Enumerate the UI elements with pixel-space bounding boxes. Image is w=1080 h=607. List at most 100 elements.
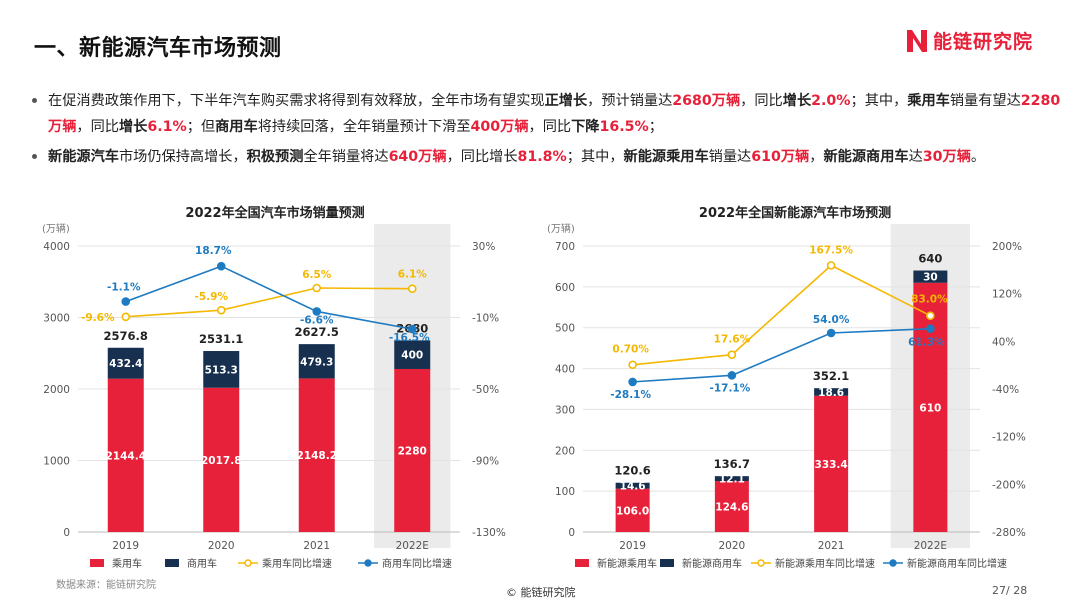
bullet-text: 在促消费政策作用下，下半年汽车购买需求将得到有效释放，全年市场有望实现 [48,93,545,109]
x-tick-label: 2021 [303,540,330,552]
bar-value-label: 400 [401,350,423,362]
y2-tick-label: -200% [992,479,1026,491]
legend-marker [889,559,897,567]
highlight-value: 2680万辆 [672,93,741,109]
y-tick-label: 2000 [43,384,70,396]
bar-total-label: 352.1 [813,369,849,383]
bar-value-label: 2144.4 [105,450,146,462]
legend-label: 新能源商用车同比增速 [907,557,1007,570]
bullet-text: ，预计销量达 [587,93,673,109]
growth-label: -16.5% [389,332,430,344]
growth-label: 17.6% [714,334,751,346]
legend-label: 新能源商用车 [682,557,742,570]
bar-segment-passenger [814,395,849,532]
highlight-value: 2280万辆 [48,93,1061,135]
data-source: 数据来源：能链研究院 [56,580,156,591]
chart-nev-market: 2022年全国新能源汽车市场预测 (万辆) 0 100 200 300 400 500 600… [535,198,1055,573]
bullet-text: ； [648,119,663,135]
chart-svg: (万辆) 0 1000 2000 3000 4000 -130% -90% -50% -10% 30… [42,222,506,570]
legend-swatch [575,559,589,567]
growth-point [628,377,637,387]
x-tick-label: 2020 [719,540,746,552]
growth-label: -28.1% [610,389,651,401]
legend-swatch [90,559,104,567]
y2-tick-label: -40% [992,384,1019,396]
bar-value-label: 2280 [398,445,427,457]
y-tick-label: 700 [555,241,575,253]
bar-segment-passenger [107,378,144,532]
y-axis-unit-label: (万辆) [547,222,575,235]
growth-point [826,328,836,338]
y-tick-label: 600 [555,282,575,294]
emphasis-text: 新能源商用车 [823,149,909,165]
x-tick-label: 2019 [619,540,646,552]
highlight-value: 640万辆 [388,149,447,165]
y2-tick-label: 200% [992,241,1022,253]
bullet-text: 将持续回落，全年销量预计下滑至 [257,119,471,135]
legend-marker [757,559,765,567]
highlight-value: 2.0% [811,93,851,109]
bar-value-label: 30 [923,272,938,284]
growth-point [826,261,836,270]
logo-icon [907,30,927,52]
growth-point [727,371,737,380]
growth-point [312,307,322,316]
emphasis-text: 下降 [571,119,600,135]
bar-value-label: 2017.8 [201,455,242,467]
logo-text: 能链研究院 [933,30,1034,53]
bar-value-label: 610 [919,402,941,414]
highlight-value: 400万辆 [470,119,529,135]
y-tick-label: 0 [63,527,70,539]
emphasis-text: 正增长 [544,93,588,109]
y-tick-label: 400 [555,364,575,376]
bar-segment-passenger [913,282,948,532]
bullet-text: ；其中， [566,149,624,165]
growth-label: 6.1% [398,269,428,281]
x-tick-label: 2021 [818,540,845,552]
growth-point [628,360,637,370]
bar-segment-passenger [394,368,431,532]
growth-point [407,324,417,334]
y2-tick-label: -10% [472,313,499,325]
y-axis-unit-label: (万辆) [42,222,70,235]
bar-segment-commercial [298,344,335,379]
bar-total-label: 120.6 [614,464,650,478]
y2-tick-label: -120% [992,432,1026,444]
bar-value-label: 432.4 [109,358,142,370]
y-tick-label: 500 [555,323,575,335]
bullet-text: ；其中， [850,93,908,109]
legend-swatch [660,559,674,567]
emphasis-text: 商用车 [215,119,258,135]
chart-title: 2022年全国汽车市场销量预测 [185,206,365,221]
legend-label: 商用车 [187,557,217,570]
y-tick-label: 1000 [43,456,70,468]
legend-label: 新能源乘用车同比增速 [775,557,875,570]
growth-point [727,350,737,359]
highlight-value: 30万辆 [922,149,971,165]
bullet-text: ，同比增长 [446,149,518,165]
growth-label: 61.3% [908,337,945,349]
y2-tick-label: 30% [472,241,495,253]
brand-logo: 能链研究院 [904,25,1033,55]
bullet-item-2: 新能源汽车市场仍保持高增长，积极预测全年销量将达640万辆，同比增长81.8%；… [32,144,1062,170]
bar-total-label: 136.7 [714,457,750,471]
growth-line [125,287,413,318]
bullet-text: ；但 [186,119,216,135]
y2-tick-label: -90% [472,456,499,468]
y-tick-label: 300 [555,404,575,416]
x-tick-label: 2019 [112,540,139,552]
growth-line [125,265,413,330]
emphasis-text: 新能源汽车 [48,149,119,165]
growth-label: 167.5% [809,244,853,256]
growth-point [121,312,131,322]
bar-value-label: 106.0 [616,505,649,517]
highlight-value: 81.8% [517,149,567,165]
legend-label: 商用车同比增速 [382,557,452,570]
y2-tick-label: 40% [992,336,1015,348]
legend-label: 新能源乘用车 [597,557,657,570]
y2-tick-label: 120% [992,289,1022,301]
y2-tick-label: -280% [992,527,1026,539]
growth-label: -5.9% [195,291,229,303]
bar-segment-passenger [714,481,749,532]
chart-total-market: 2022年全国汽车市场销量预测 (万辆) 0 1000 2000 3000 4000 -13… [30,198,520,573]
